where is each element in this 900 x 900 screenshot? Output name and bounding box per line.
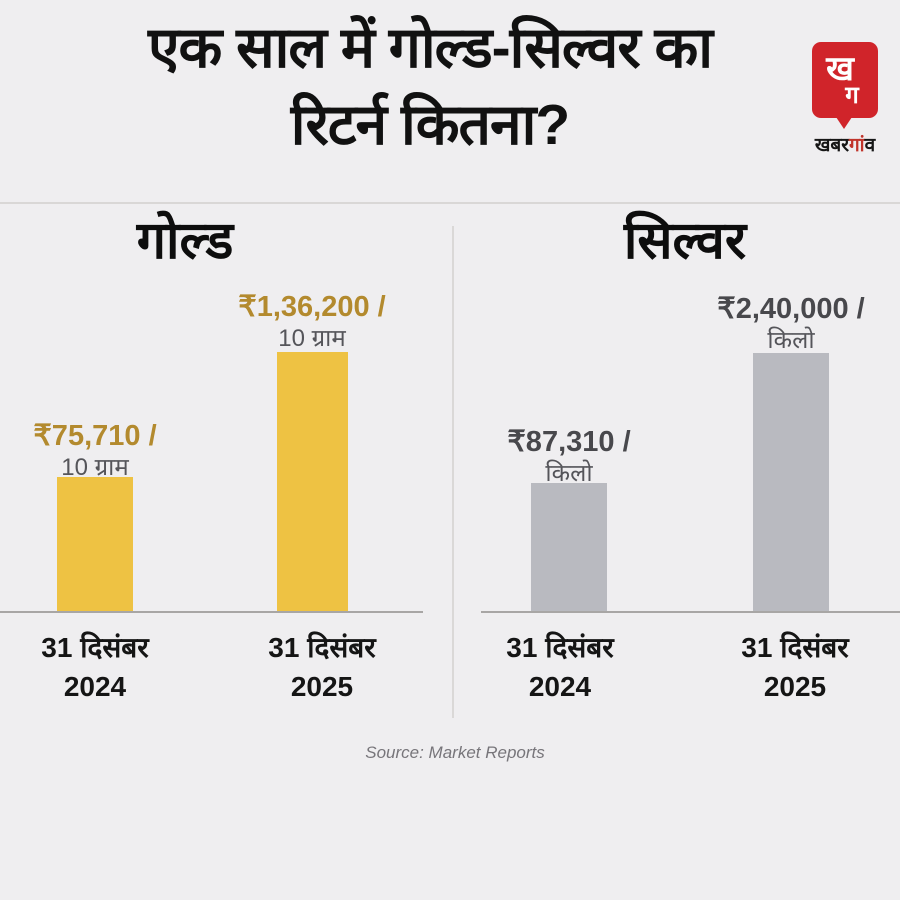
tick-year-text: 2024 bbox=[528, 671, 592, 702]
logo-glyph-bottom: ग bbox=[845, 82, 859, 109]
silver-2025-value-label: ₹2,40,000 / किलो bbox=[698, 293, 884, 356]
wordmark-accent: गां bbox=[848, 135, 865, 156]
silver-2025-tick-label: 31 दिसंबर 2025 bbox=[705, 628, 885, 706]
silver-2025-price: ₹2,40,000 / bbox=[717, 293, 865, 325]
tick-year-text: 2025 bbox=[763, 671, 827, 702]
tick-date-text: 31 दिसंबर bbox=[268, 632, 376, 663]
wordmark-prefix: खबर bbox=[814, 135, 849, 156]
gold-unit-label: 10 ग्राम bbox=[278, 325, 346, 352]
tick-date-text: 31 दिसंबर bbox=[741, 632, 849, 663]
gold-unit-label: 10 ग्राम bbox=[61, 454, 129, 481]
tick-year-text: 2025 bbox=[290, 671, 354, 702]
gold-2025-bar bbox=[277, 352, 348, 613]
gold-2024-tick-label: 31 दिसंबर 2024 bbox=[5, 628, 185, 706]
source-note: Source: Market Reports bbox=[365, 743, 545, 762]
gold-2025-tick-label: 31 दिसंबर 2025 bbox=[232, 628, 412, 706]
header-separator bbox=[0, 202, 900, 204]
silver-chart-title: सिल्वर bbox=[623, 212, 747, 270]
silver-x-axis bbox=[481, 611, 900, 613]
gold-2024-value-label: ₹75,710 / 10 ग्राम bbox=[15, 420, 175, 483]
brand-wordmark: खबरगांव bbox=[806, 131, 884, 157]
brand-logo-icon: ख ग bbox=[812, 42, 878, 129]
logo-glyph-top: ख bbox=[826, 50, 854, 88]
silver-2025-bar bbox=[753, 353, 829, 613]
wordmark-suffix: व bbox=[864, 135, 876, 156]
silver-2024-bar bbox=[531, 483, 607, 613]
page-title-line2: रिटर्न कितना? bbox=[290, 93, 571, 157]
gold-chart-title: गोल्ड bbox=[136, 212, 234, 270]
gold-2025-value-label: ₹1,36,200 / 10 ग्राम bbox=[227, 291, 397, 354]
page-title-line1: एक साल में गोल्ड-सिल्वर का bbox=[147, 16, 713, 80]
silver-unit-label: किलो bbox=[545, 460, 593, 487]
silver-2024-value-label: ₹87,310 / किलो bbox=[489, 426, 649, 489]
silver-2024-tick-label: 31 दिसंबर 2024 bbox=[470, 628, 650, 706]
gold-2024-bar bbox=[57, 477, 133, 613]
gold-2025-price: ₹1,36,200 / bbox=[238, 291, 386, 323]
silver-2024-price: ₹87,310 / bbox=[507, 426, 631, 458]
gold-x-axis bbox=[0, 611, 423, 613]
logo-speech-tail-icon bbox=[836, 117, 852, 129]
gold-2024-price: ₹75,710 / bbox=[33, 420, 157, 452]
page-title: एक साल में गोल्ड-सिल्वर का रिटर्न कितना? bbox=[50, 10, 810, 164]
tick-date-text: 31 दिसंबर bbox=[506, 632, 614, 663]
brand-logo: ख ग खबरगांव bbox=[806, 42, 884, 157]
tick-year-text: 2024 bbox=[63, 671, 127, 702]
silver-unit-label: किलो bbox=[767, 327, 815, 354]
tick-date-text: 31 दिसंबर bbox=[41, 632, 149, 663]
chart-divider bbox=[452, 226, 454, 718]
